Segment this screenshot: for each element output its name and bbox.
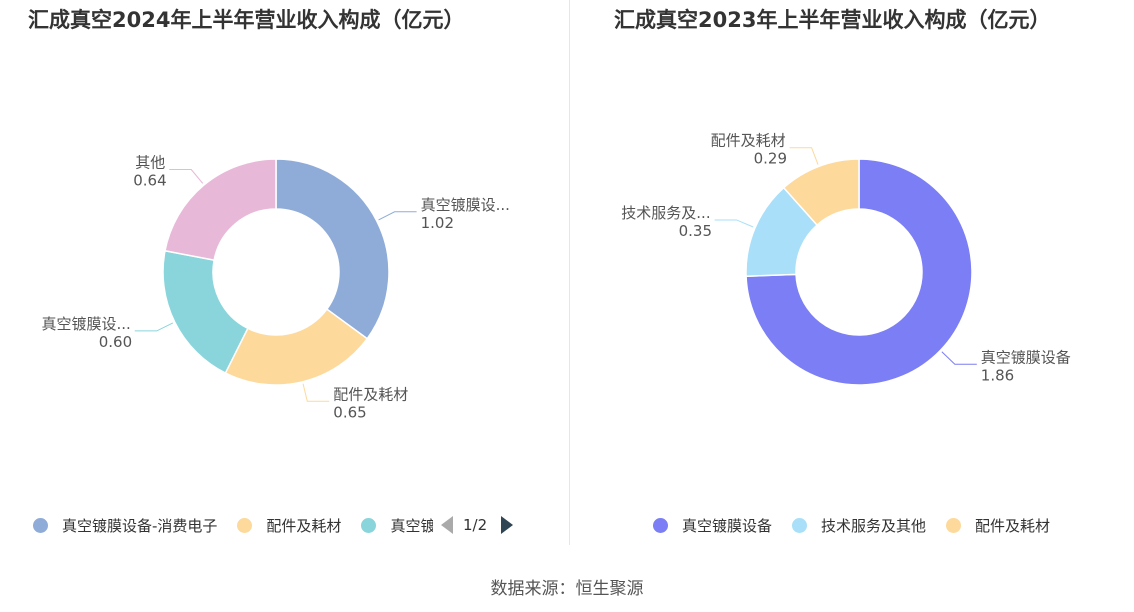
panel-divider [569, 0, 570, 545]
label-leader-line [134, 322, 174, 332]
slice-value-label: 0.65 [333, 403, 366, 421]
legend-item[interactable]: 配件及耗材 [946, 515, 1050, 536]
slice-label: 真空镀膜设备 [981, 348, 1071, 366]
legend-label: 技术服务及其他 [821, 516, 927, 535]
legend-item[interactable]: 真空镀膜设备 [361, 515, 433, 536]
chart-panel-2023: 真空镀膜设备 1.86 技术服务及... 0.35 配件及耗材 0.29 汇成真空2023… [570, 0, 1134, 545]
label-leader-line [789, 147, 819, 165]
slice-label: 配件及耗材 [333, 385, 408, 403]
slice-value-label: 0.60 [99, 333, 132, 351]
slice-value-label: 1.86 [981, 366, 1014, 384]
legend-2023: 真空镀膜设备 技术服务及其他 配件及耗材 [653, 512, 1070, 538]
data-source-note: 数据来源：恒生聚源 [490, 579, 644, 599]
legend-label: 配件及耗材 [975, 516, 1051, 535]
legend-label: 真空镀膜设备 [390, 516, 433, 535]
slice-label: 配件及耗材 [711, 132, 786, 150]
legend-dot [237, 517, 253, 533]
label-leader-line [941, 351, 977, 365]
legend-label: 真空镀膜设备-消费电子 [62, 516, 218, 535]
label-leader-line [714, 219, 754, 228]
slice-label: 技术服务及... [621, 204, 710, 222]
slice-value-label: 0.64 [133, 172, 166, 190]
legend-2024: 真空镀膜设备-消费电子 配件及耗材 真空镀膜设备 [33, 512, 433, 538]
donut-slice[interactable] [164, 158, 277, 262]
legend-item[interactable]: 真空镀膜设备-消费电子 [33, 515, 217, 536]
legend-item[interactable]: 配件及耗材 [237, 515, 341, 536]
chart-title-2024: 汇成真空2024年上半年营业收入构成（亿元） [28, 8, 465, 32]
slice-label: 真空镀膜设... [41, 315, 130, 333]
legend-page-indicator: 1/2 [463, 516, 488, 534]
legend-label: 配件及耗材 [266, 516, 342, 535]
label-leader-line [378, 211, 417, 221]
slice-value-label: 0.35 [679, 222, 712, 240]
legend-dot [792, 517, 808, 533]
slice-value-label: 0.29 [754, 150, 787, 168]
legend-item[interactable]: 真空镀膜设备 [653, 515, 772, 536]
label-leader-line [302, 383, 330, 402]
legend-item[interactable]: 技术服务及其他 [792, 515, 926, 536]
next-page-icon[interactable] [501, 516, 514, 534]
legend-dot [653, 517, 668, 533]
chart-panel-2024: 真空镀膜设... 1.02 配件及耗材 0.65 真空镀膜设... 0.60 其他 0.64 … [0, 0, 569, 545]
legend-dot [361, 517, 377, 533]
donut-slice[interactable] [275, 158, 390, 340]
label-leader-line [169, 169, 204, 184]
legend-label: 真空镀膜设备 [682, 516, 773, 535]
slice-value-label: 1.02 [421, 214, 454, 232]
prev-page-icon[interactable] [441, 516, 453, 534]
donut-slice[interactable] [782, 158, 860, 227]
donut-slice[interactable] [162, 249, 249, 375]
legend-dot [946, 517, 962, 533]
chart-title-2023: 汇成真空2023年上半年营业收入构成（亿元） [614, 8, 1051, 32]
donut-slice[interactable] [745, 158, 973, 386]
slice-label: 真空镀膜设... [421, 196, 510, 214]
legend-pager: 1/2 [441, 512, 514, 538]
slice-label: 其他 [135, 154, 165, 172]
legend-dot [33, 517, 48, 533]
